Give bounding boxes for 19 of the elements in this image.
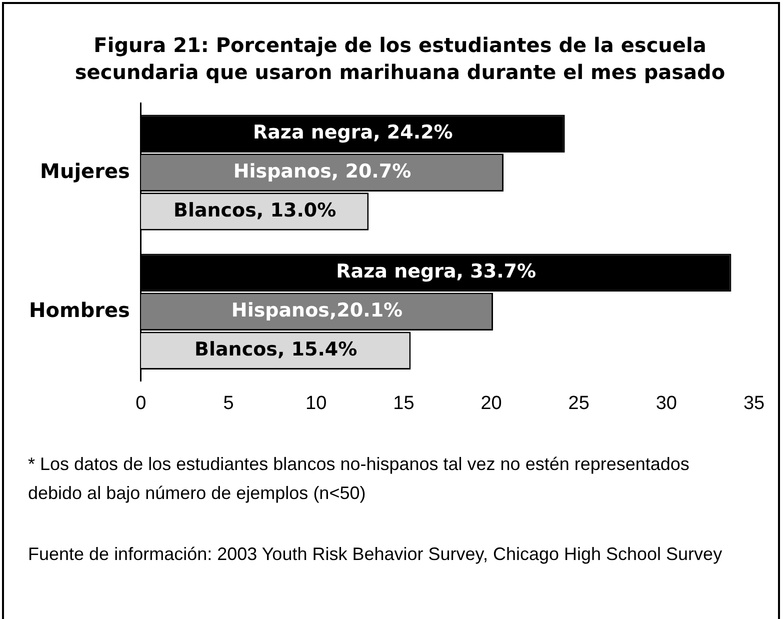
text: * Los datos de los estudiantes blancos no-hispanos tal vez no estén representados debido al bajo número de ejemplos (n<50) <box>28 453 690 505</box>
source-note: Fuente de información: 2003 Youth Risk Behavior Survey, Chicago High School Survey <box>28 543 724 566</box>
data-label: Blancos, 15.4% <box>194 338 358 361</box>
x-tick-label: 15 <box>393 392 414 414</box>
x-tick-label: 35 <box>743 392 765 414</box>
x-tick-label: 10 <box>306 392 327 414</box>
data-label: Blancos, 13.0% <box>173 199 336 222</box>
x-tick-label: 5 <box>223 392 234 414</box>
x-tick-label: 20 <box>480 392 502 414</box>
x-tick-label: 30 <box>656 392 677 414</box>
chart-title: Figura 21: Porcentaje de los estudiantes de la escuela secundaria que usaron marihuana durante el mes pasado <box>74 32 726 86</box>
data-label: Hispanos,20.1% <box>231 300 403 322</box>
y-tick-label: Mujeres <box>40 158 130 183</box>
data-label: Raza negra, 24.2% <box>252 122 453 144</box>
y-tick-label: Hombres <box>29 298 130 322</box>
x-tick-label: 25 <box>568 392 590 414</box>
data-label: Hispanos, 20.7% <box>233 160 412 182</box>
x-tick-label: 0 <box>136 392 146 414</box>
data-label: Raza negra, 33.7% <box>336 260 536 283</box>
